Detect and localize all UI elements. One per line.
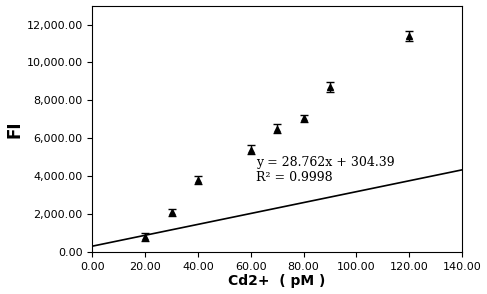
Text: y = 28.762x + 304.39
R² = 0.9998: y = 28.762x + 304.39 R² = 0.9998 xyxy=(256,156,394,184)
X-axis label: Cd2+  ( pM ): Cd2+ ( pM ) xyxy=(228,274,326,288)
Y-axis label: FI: FI xyxy=(5,120,23,138)
